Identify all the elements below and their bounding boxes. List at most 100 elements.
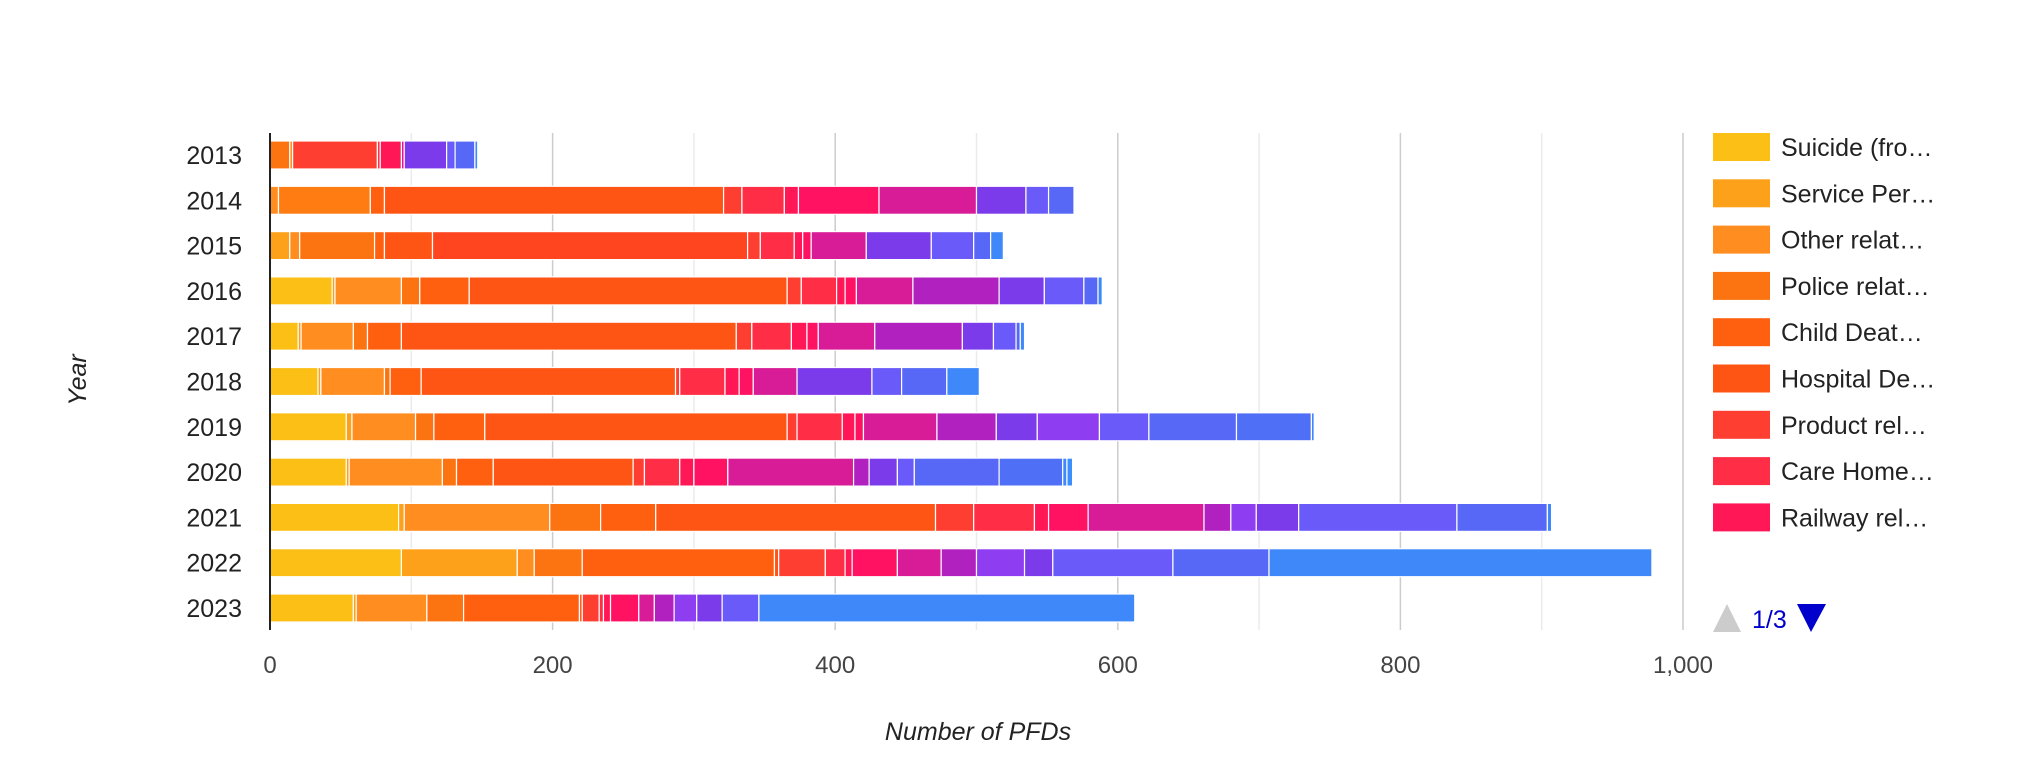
bar-segment-2021 <box>1298 502 1458 532</box>
bar-segment-2023 <box>426 593 465 623</box>
bar-segment-2020 <box>896 457 915 487</box>
bar-segment-2021 <box>1456 502 1548 532</box>
bar-segment-2015 <box>746 231 761 261</box>
legend-swatch <box>1713 457 1770 486</box>
bar-segment-2022 <box>1052 548 1174 578</box>
bar-segment-2015 <box>373 231 386 261</box>
bar-segment-2017 <box>1015 321 1021 351</box>
bar-segment-2018 <box>752 366 798 397</box>
bar-segment-2013 <box>292 140 378 170</box>
legend-label: Care Home… <box>1781 458 1934 486</box>
bar-segment-2017 <box>992 321 1017 351</box>
bar-segment-2020 <box>1066 457 1074 487</box>
bar-segment-2017 <box>269 321 299 351</box>
chevron-down-icon[interactable] <box>1797 604 1826 632</box>
bar-segment-2013 <box>474 140 479 170</box>
legend-label: Product rel… <box>1781 412 1927 440</box>
x-tick-label: 600 <box>1098 652 1138 679</box>
bar-segment-2016 <box>998 276 1045 306</box>
bar-segment-2022 <box>533 548 583 578</box>
bar-segment-2019 <box>1310 412 1315 442</box>
bar-segment-2022 <box>773 548 780 578</box>
bar-segment-2018 <box>738 366 754 397</box>
x-tick-label: 400 <box>815 652 855 679</box>
legend-label: Suicide (fro… <box>1781 134 1932 162</box>
bar-segment-2016 <box>855 276 914 306</box>
bar-segment-2015 <box>810 231 867 261</box>
bar-segment-2019 <box>414 412 435 442</box>
bar-segment-2018 <box>796 366 873 397</box>
bar-segment-2016 <box>800 276 838 306</box>
bar-segment-2020 <box>679 457 695 487</box>
bar-segment-2021 <box>269 502 400 532</box>
bar-segment-2014 <box>722 185 743 215</box>
legend: Suicide (fro… Service Per… Other relat… Pol… <box>1713 133 1935 532</box>
bar-segment-2023 <box>758 593 1136 623</box>
bar-segment-2015 <box>431 231 749 261</box>
bar-segment-2021 <box>934 502 975 532</box>
bar-segment-2016 <box>334 276 403 306</box>
bar-segment-2015 <box>865 231 932 261</box>
bar-segment-2015 <box>269 231 291 261</box>
bar-segment-2020 <box>632 457 646 487</box>
bar-segment-2014 <box>783 185 800 215</box>
bar-segment-2015 <box>802 231 812 261</box>
bar-segment-2020 <box>913 457 1000 487</box>
bar-segment-2020 <box>852 457 870 487</box>
x-axis-title: Number of PFDs <box>885 718 1071 746</box>
bar-segment-2014 <box>1025 185 1050 215</box>
y-tick-label: 2021 <box>186 504 242 532</box>
bar-segment-2013 <box>379 140 403 170</box>
legend-swatch <box>1713 225 1770 254</box>
bar-segment-2022 <box>778 548 826 578</box>
bar-segment-2017 <box>817 321 876 351</box>
bar-segment-2014 <box>277 185 371 215</box>
bar-segment-2015 <box>973 231 992 261</box>
bar-segment-2018 <box>871 366 903 397</box>
bar-segment-2019 <box>345 412 353 442</box>
bar-segment-2016 <box>1097 276 1103 306</box>
bar-segment-2015 <box>793 231 804 261</box>
bar-segment-2017 <box>1019 321 1026 351</box>
bar-segment-2016 <box>1083 276 1099 306</box>
x-tick-label: 200 <box>533 652 573 679</box>
x-tick-label: 0 <box>263 652 276 679</box>
bar-segment-2023 <box>598 593 605 623</box>
bar-segment-2019 <box>269 412 347 442</box>
bar-segment-2014 <box>741 185 785 215</box>
bar-segment-2021 <box>397 502 405 532</box>
bar-segment-2016 <box>844 276 857 306</box>
bar-segment-2019 <box>796 412 843 442</box>
bar-segment-2018 <box>269 366 319 397</box>
bar-segment-2014 <box>878 185 978 215</box>
legend-swatch <box>1713 364 1770 393</box>
bar-segment-2023 <box>269 593 354 623</box>
bar-segment-2019 <box>995 412 1038 442</box>
chevron-up-icon[interactable] <box>1713 604 1741 632</box>
bar-segment-2016 <box>786 276 802 306</box>
bar-segment-2015 <box>990 231 1004 261</box>
bar-segment-2022 <box>896 548 942 578</box>
bar-segment-2016 <box>419 276 470 306</box>
bar-segment-2014 <box>797 185 880 215</box>
bar-segment-2015 <box>759 231 795 261</box>
bar-segment-2020 <box>868 457 898 487</box>
bar-segment-2019 <box>484 412 788 442</box>
y-axis-title: Year <box>64 353 92 406</box>
bar-segment-2018 <box>383 366 391 397</box>
bar-segment-2019 <box>786 412 798 442</box>
bar-segment-2016 <box>269 276 333 306</box>
bar-segment-2017 <box>300 321 354 351</box>
bar-segment-2017 <box>366 321 403 351</box>
y-tick-label: 2022 <box>186 550 242 578</box>
bar-segment-2013 <box>446 140 456 170</box>
bar-segment-2020 <box>998 457 1064 487</box>
bar-segment-2016 <box>468 276 788 306</box>
bar-segment-2018 <box>946 366 980 397</box>
bar-segment-2023 <box>609 593 640 623</box>
bar-segment-2023 <box>653 593 675 623</box>
y-tick-label: 2013 <box>186 142 242 170</box>
legend-label: Service Per… <box>1781 180 1935 208</box>
legend-page-label: 1/3 <box>1752 606 1787 634</box>
bar-segment-2018 <box>320 366 386 397</box>
